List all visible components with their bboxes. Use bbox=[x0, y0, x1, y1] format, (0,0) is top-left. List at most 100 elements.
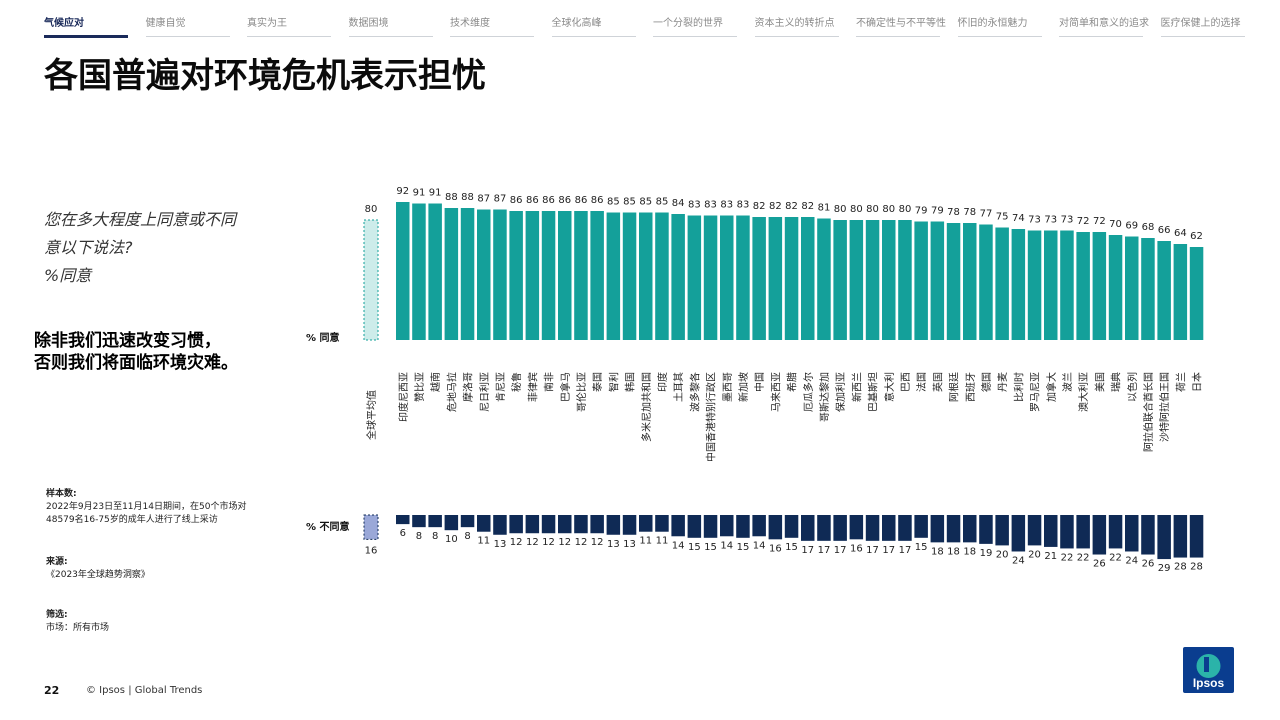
agree-value-label: 69 bbox=[1125, 221, 1138, 232]
survey-question: 您在多大程度上同意或不同 意以下说法? %同意 bbox=[44, 206, 274, 290]
nav-tab[interactable]: 健康自觉 bbox=[145, 18, 186, 29]
disagree-value-label: 11 bbox=[639, 536, 652, 547]
nav-tab[interactable]: 资本主义的转折点 bbox=[754, 18, 835, 29]
average-category-label: 全球平均值 bbox=[365, 390, 378, 440]
disagree-value-label: 17 bbox=[818, 545, 831, 556]
sample-heading: 样本数: bbox=[46, 489, 77, 499]
category-label: 智利 bbox=[607, 372, 620, 392]
agree-bar bbox=[865, 220, 880, 340]
agree-value-label: 66 bbox=[1158, 225, 1171, 236]
category-label: 哥伦比亚 bbox=[575, 372, 588, 412]
disagree-value-label: 24 bbox=[1012, 555, 1025, 566]
disagree-value-label: 20 bbox=[1028, 549, 1041, 560]
agree-value-label: 68 bbox=[1142, 222, 1155, 233]
agree-bar bbox=[558, 211, 572, 340]
category-label: 哥斯达黎加 bbox=[818, 372, 831, 422]
agree-value-label: 86 bbox=[558, 195, 571, 206]
nav-tab[interactable]: 气候应对 bbox=[44, 18, 84, 29]
agree-bar bbox=[428, 203, 442, 340]
category-label: 波多黎各 bbox=[688, 372, 701, 412]
disagree-value-label: 12 bbox=[510, 537, 523, 548]
agree-value-label: 91 bbox=[429, 188, 442, 199]
nav-tab-underline bbox=[145, 36, 230, 37]
agree-bar bbox=[509, 211, 523, 340]
agree-bar bbox=[849, 220, 864, 340]
filter-heading: 筛选: bbox=[46, 610, 68, 620]
nav-tab[interactable]: 医疗保健上的选择 bbox=[1160, 18, 1241, 29]
nav-tab[interactable]: 不确定性与不平等性 bbox=[856, 18, 946, 29]
disagree-bar bbox=[639, 515, 653, 532]
disagree-value-label: 22 bbox=[1077, 552, 1090, 563]
agree-bar bbox=[930, 221, 945, 340]
disagree-value-label: 18 bbox=[931, 546, 944, 557]
disagree-value-label: 14 bbox=[672, 540, 685, 551]
disagree-value-label: 18 bbox=[963, 546, 976, 557]
nav-tab-underline bbox=[856, 36, 940, 37]
category-label: 厄瓜多尔 bbox=[802, 372, 815, 412]
agree-value-label: 78 bbox=[947, 207, 960, 218]
category-label: 巴基斯坦 bbox=[867, 372, 880, 412]
top-navigation: 气候应对 健康自觉 真实为王 数据困境 技术维度 全球化高峰 一个分裂的世界 资本主义的转折点… bbox=[0, 0, 1280, 40]
agree-value-label: 91 bbox=[413, 188, 426, 199]
copyright-text: © Ipsos | Global Trends bbox=[86, 685, 203, 696]
source-note: 来源: 《2023年全球趋势洞察》 bbox=[46, 556, 150, 582]
category-label: 越南 bbox=[429, 372, 442, 392]
agree-bar bbox=[1157, 241, 1171, 340]
disagree-bar bbox=[882, 515, 896, 541]
category-label: 德国 bbox=[980, 372, 993, 392]
disagree-value-label: 13 bbox=[623, 539, 636, 550]
statement-line: 除非我们迅速改变习惯， bbox=[34, 331, 221, 351]
disagree-value-label: 8 bbox=[464, 531, 470, 542]
agree-bar bbox=[412, 203, 426, 340]
agree-bar bbox=[444, 208, 459, 340]
nav-tab[interactable]: 真实为王 bbox=[247, 18, 287, 29]
nav-tab-underline bbox=[1059, 36, 1143, 37]
category-label: 印度 bbox=[656, 372, 669, 392]
nav-tab[interactable]: 一个分裂的世界 bbox=[653, 18, 723, 29]
disagree-value-label: 22 bbox=[1109, 552, 1122, 563]
agree-value-label: 70 bbox=[1109, 219, 1122, 230]
category-label: 土耳其 bbox=[672, 372, 685, 402]
disagree-value-label: 17 bbox=[834, 545, 847, 556]
nav-tab[interactable]: 技术维度 bbox=[450, 18, 490, 29]
disagree-bar bbox=[833, 515, 847, 541]
disagree-value-label: 15 bbox=[688, 542, 701, 553]
nav-tab-underline bbox=[551, 36, 636, 37]
disagree-bar bbox=[606, 515, 621, 535]
category-label: 危地马拉 bbox=[445, 372, 458, 412]
category-label: 赞比亚 bbox=[413, 372, 426, 402]
agree-bar bbox=[493, 209, 507, 340]
nav-tab[interactable]: 全球化高峰 bbox=[551, 18, 602, 29]
agree-value-label: 82 bbox=[785, 201, 798, 212]
category-label: 新西兰 bbox=[850, 372, 863, 402]
agree-value-label: 86 bbox=[591, 195, 604, 206]
agree-value-label: 73 bbox=[1061, 215, 1074, 226]
agree-bar bbox=[655, 212, 669, 340]
category-label: 摩洛哥 bbox=[462, 372, 475, 402]
disagree-bar bbox=[1157, 515, 1171, 560]
disagree-bar bbox=[849, 515, 864, 540]
nav-tab[interactable]: 怀旧的永恒魅力 bbox=[957, 18, 1028, 29]
agree-value-label: 83 bbox=[688, 200, 701, 211]
statement-line: 否则我们将面临环境灾难。 bbox=[34, 353, 238, 373]
disagree-bar bbox=[1189, 515, 1204, 558]
agree-value-label: 87 bbox=[477, 194, 490, 205]
disagree-value-label: 8 bbox=[432, 531, 438, 542]
nav-tab[interactable]: 对简单和意义的追求 bbox=[1059, 18, 1149, 29]
agree-value-label: 87 bbox=[494, 194, 507, 205]
disagree-value-label: 21 bbox=[1044, 551, 1057, 562]
disagree-value-label: 12 bbox=[591, 537, 604, 548]
disagree-bar bbox=[784, 515, 799, 538]
disagree-bar bbox=[460, 515, 475, 528]
category-label: 马来西亚 bbox=[770, 372, 782, 412]
filter-note: 筛选: 市场：所有市场 bbox=[46, 609, 109, 635]
nav-tab[interactable]: 数据困境 bbox=[348, 18, 389, 29]
agree-bar bbox=[752, 217, 766, 340]
disagree-bar bbox=[930, 515, 945, 543]
disagree-bar bbox=[703, 515, 718, 538]
disagree-value-label: 14 bbox=[720, 540, 733, 551]
category-label: 尼日利亚 bbox=[479, 372, 491, 412]
category-label: 沙特阿拉伯王国 bbox=[1158, 372, 1171, 442]
agree-bar bbox=[914, 221, 928, 340]
